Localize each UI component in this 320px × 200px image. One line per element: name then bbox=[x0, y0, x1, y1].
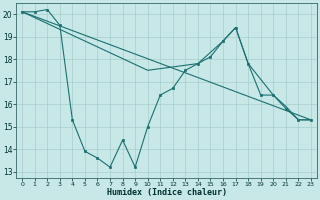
X-axis label: Humidex (Indice chaleur): Humidex (Indice chaleur) bbox=[107, 188, 227, 197]
